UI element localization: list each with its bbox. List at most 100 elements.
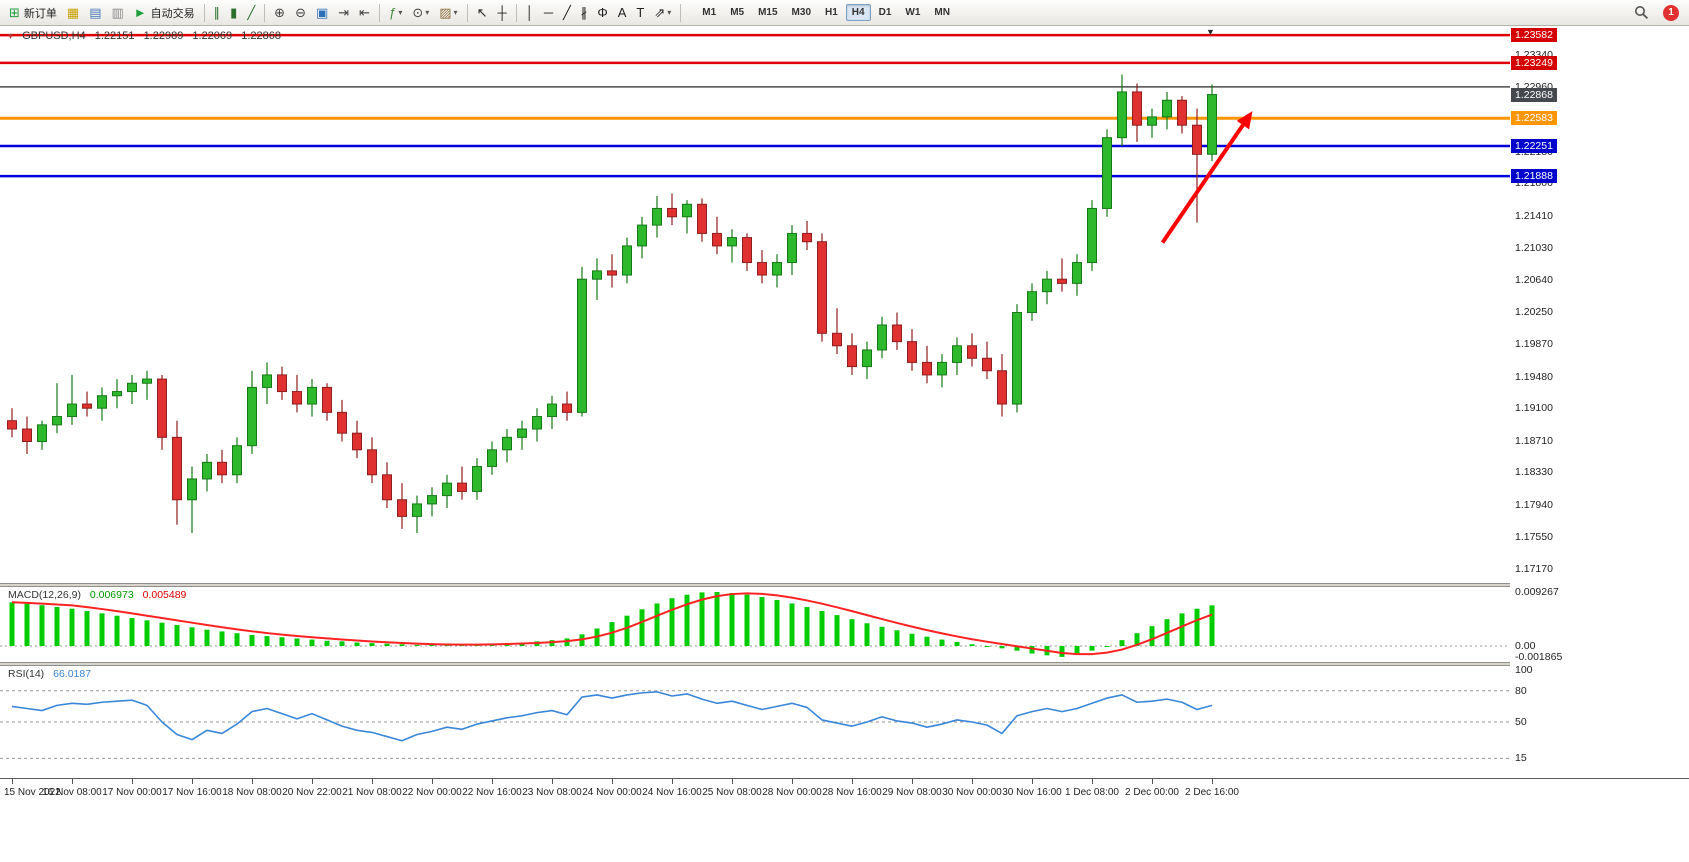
zoom-out-button[interactable]: ⊖ [291, 2, 310, 24]
candle [997, 370, 1007, 405]
tile-windows-button[interactable]: ▣ [312, 2, 332, 24]
toolbar-groups: ⊞ 新订单 ▦ ▤ ▥ ► 自动交易 ∥ ▮ ╱ ⊕ ⊖ ▣ ⇥ ⇤ ƒ ▾ ⊙ ▾ ▨ ▾ ↖ ┼ │ ─ ╱ ∦ Φ A T ⇗ ▾ [4, 2, 676, 24]
horizontal-line-button[interactable]: ─ [540, 2, 557, 24]
auto-scroll-button[interactable]: ⇥ [334, 2, 353, 24]
ohlc-low: 1.22069 [192, 30, 233, 42]
macd-bar [864, 623, 870, 646]
timeframe-m15[interactable]: M15 [758, 7, 778, 18]
candlestick-chart-button[interactable]: ▮ [226, 2, 241, 24]
candle [262, 374, 272, 388]
rsi-axis-label: 80 [1515, 684, 1527, 697]
autotrading-icon: ► [133, 4, 147, 20]
candle [442, 482, 452, 497]
candle [682, 203, 692, 218]
time-label: 22 Nov 16:00 [462, 787, 522, 798]
charts-icon: ▦ [66, 4, 80, 20]
timeframe-d1[interactable]: D1 [878, 7, 892, 18]
candle [1012, 311, 1022, 405]
vertical-line-button[interactable]: │ [522, 2, 538, 24]
cursor-button[interactable]: ↖ [473, 2, 492, 24]
price-tick: 1.17170 [1515, 562, 1553, 575]
price-tick: 1.18710 [1515, 434, 1553, 447]
symbol-header: ▾ GBPUSD,H4 1.22151 1.22989 1.22069 1.22… [8, 30, 287, 42]
time-tick [1032, 779, 1033, 784]
price-tick: 1.20250 [1515, 306, 1553, 319]
macd-bar [609, 622, 615, 646]
zoom-in-button[interactable]: ⊕ [270, 2, 289, 24]
line-chart-button[interactable]: ╱ [243, 2, 259, 24]
time-tick [612, 779, 613, 784]
navigator-button[interactable]: ▤ [85, 2, 105, 24]
autotrading-button[interactable]: ► 自动交易 [130, 2, 199, 24]
indicators-button[interactable]: ƒ ▾ [385, 2, 406, 24]
trend-arrow-head[interactable] [1236, 111, 1253, 130]
macd-panel-splitter[interactable] [0, 583, 1689, 587]
macd-bar [744, 594, 750, 646]
candle [172, 436, 182, 501]
toolbar: ⊞ 新订单 ▦ ▤ ▥ ► 自动交易 ∥ ▮ ╱ ⊕ ⊖ ▣ ⇥ ⇤ ƒ ▾ ⊙ ▾ ▨ ▾ ↖ ┼ │ ─ ╱ ∦ Φ A T ⇗ ▾ M1… [0, 0, 1689, 26]
candle [667, 207, 677, 218]
time-label: 24 Nov 00:00 [582, 787, 642, 798]
time-tick [372, 779, 373, 784]
candle [1072, 262, 1082, 284]
charts-window-button[interactable]: ▦ [63, 2, 83, 24]
candle [697, 203, 707, 234]
bar-chart-button[interactable]: ∥ [210, 2, 225, 24]
macd-bar [414, 644, 420, 646]
candle [802, 232, 812, 243]
macd-bar [39, 605, 45, 646]
vertical-line-icon: │ [525, 4, 534, 20]
fibonacci-button[interactable]: Φ [593, 2, 611, 24]
timeframe-w1[interactable]: W1 [905, 7, 921, 18]
text-button[interactable]: A [614, 2, 631, 24]
trendline-button[interactable]: ╱ [559, 2, 575, 24]
macd-bar [729, 592, 735, 646]
label-button[interactable]: T [632, 2, 648, 24]
candle [817, 241, 827, 334]
macd-bar [429, 644, 435, 646]
candle [1132, 91, 1142, 126]
macd-bar [294, 638, 300, 646]
chart-shift-button[interactable]: ⇤ [355, 2, 374, 24]
macd-bar [129, 618, 135, 646]
templates-button-caret-icon: ▾ [453, 8, 458, 17]
time-axis[interactable]: 15 Nov 2022 16 Nov 08:00 17 Nov 00:00 17 No… [0, 778, 1689, 862]
zoom-in-icon: ⊕ [274, 4, 286, 20]
new-order-button[interactable]: ⊞ 新订单 [5, 2, 61, 24]
timeframe-mn[interactable]: MN [934, 7, 950, 18]
price-axis[interactable]: 1.233401.229601.225701.221801.218001.214… [1510, 26, 1689, 778]
chart-plot[interactable] [0, 26, 1510, 778]
candle [97, 395, 107, 409]
timeframe-m1[interactable]: M1 [702, 7, 717, 18]
time-label: 29 Nov 08:00 [882, 787, 942, 798]
macd-bar [249, 634, 255, 646]
rsi-panel-splitter[interactable] [0, 662, 1689, 666]
macd-bar [699, 592, 705, 646]
macd-header: MACD(12,26,9) 0.006973 0.005489 [8, 589, 192, 601]
trend-arrow-line[interactable] [1160, 123, 1245, 244]
timeframe-h4[interactable]: H4 [845, 4, 871, 21]
timeframe-m5[interactable]: M5 [730, 7, 745, 18]
templates-button[interactable]: ▨ ▾ [435, 2, 461, 24]
macd-bar [384, 643, 390, 646]
candle [952, 345, 962, 363]
tile-windows-icon: ▣ [315, 4, 329, 20]
search-button[interactable] [1630, 2, 1653, 24]
terminal-button[interactable]: ▥ [108, 2, 128, 24]
channel-button[interactable]: ∦ [577, 2, 592, 24]
arrows-button[interactable]: ⇗ ▾ [650, 2, 675, 24]
time-label: 17 Nov 16:00 [162, 787, 222, 798]
timeframe-h1[interactable]: H1 [825, 7, 838, 18]
candle [307, 386, 317, 405]
crosshair-button[interactable]: ┼ [493, 2, 510, 24]
candle [742, 237, 752, 264]
ohlc-open: 1.22151 [94, 30, 135, 42]
notification-badge[interactable]: 1 [1663, 4, 1679, 21]
candle [382, 474, 392, 501]
macd-bar [774, 599, 780, 646]
candlestick-chart-icon: ▮ [230, 4, 238, 20]
chart-shift-marker[interactable]: ▼ [1206, 27, 1215, 37]
timeframe-m30[interactable]: M30 [791, 7, 811, 18]
periods-button[interactable]: ⊙ ▾ [408, 2, 433, 24]
